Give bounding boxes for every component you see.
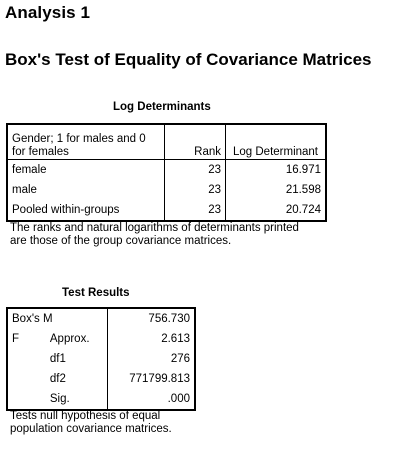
group-cell: female bbox=[7, 159, 165, 180]
stat-value: 771799.813 bbox=[129, 373, 190, 385]
log-determinants-footnote: The ranks and natural logarithms of dete… bbox=[10, 222, 299, 247]
stat-value: 2.613 bbox=[161, 333, 190, 345]
empty-cell bbox=[7, 389, 46, 410]
rank-cell: 23 bbox=[164, 159, 226, 180]
test-results-caption: Test Results bbox=[62, 287, 130, 299]
table-row: Sig. .000 bbox=[7, 389, 195, 410]
boxs-m-label: Box's M bbox=[7, 308, 109, 329]
test-results-footnote: Tests null hypothesis of equal populatio… bbox=[10, 410, 172, 435]
stat-label: df2 bbox=[45, 369, 109, 389]
test-results-table: Box's M 756.730 F Approx. 2.613 df1 276 … bbox=[6, 307, 196, 411]
table-row: df1 276 bbox=[7, 349, 195, 369]
f-label: F bbox=[12, 333, 20, 345]
rank-column-header: Rank bbox=[164, 124, 226, 160]
empty-cell bbox=[7, 369, 46, 389]
stat-value: .000 bbox=[167, 393, 190, 405]
empty-cell bbox=[7, 349, 46, 369]
stat-value: 276 bbox=[170, 353, 190, 365]
log-det-cell: 21.598 bbox=[285, 184, 321, 196]
group-cell: male bbox=[7, 180, 165, 200]
log-determinants-caption: Log Determinants bbox=[113, 101, 211, 113]
table-row: df2 771799.813 bbox=[7, 369, 195, 389]
table-row: Box's M 756.730 bbox=[7, 308, 195, 329]
log-det-cell: 16.971 bbox=[285, 164, 321, 176]
log-det-cell: 20.724 bbox=[285, 204, 321, 216]
log-determinants-table: Gender; 1 for males and 0 for females Ra… bbox=[6, 123, 327, 222]
table-row: female 23 16.971 bbox=[7, 159, 326, 180]
table-row: Pooled within-groups 23 20.724 bbox=[7, 200, 326, 221]
analysis-title: Analysis 1 bbox=[5, 3, 91, 22]
stat-label: Approx. bbox=[45, 329, 109, 349]
rank-cell: 23 bbox=[164, 200, 226, 221]
test-title: Box's Test of Equality of Covariance Mat… bbox=[5, 50, 372, 69]
group-column-header: Gender; 1 for males and 0 for females bbox=[7, 124, 165, 160]
group-cell: Pooled within-groups bbox=[7, 200, 165, 221]
table-row: F Approx. 2.613 bbox=[7, 329, 195, 349]
stat-label: df1 bbox=[45, 349, 109, 369]
table-header-row: Gender; 1 for males and 0 for females Ra… bbox=[7, 124, 326, 160]
stat-label: Sig. bbox=[45, 389, 109, 410]
table-row: male 23 21.598 bbox=[7, 180, 326, 200]
rank-cell: 23 bbox=[164, 180, 226, 200]
determinant-column-header: Log Determinant bbox=[225, 124, 326, 160]
boxs-m-value: 756.730 bbox=[148, 313, 190, 325]
